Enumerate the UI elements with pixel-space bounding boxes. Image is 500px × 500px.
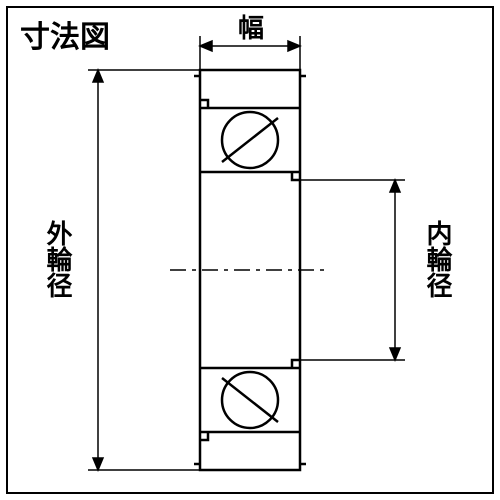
bearing-drawing — [0, 0, 500, 500]
diagram-container: 寸法図 幅 外輪径 内輪径 — [0, 0, 500, 500]
